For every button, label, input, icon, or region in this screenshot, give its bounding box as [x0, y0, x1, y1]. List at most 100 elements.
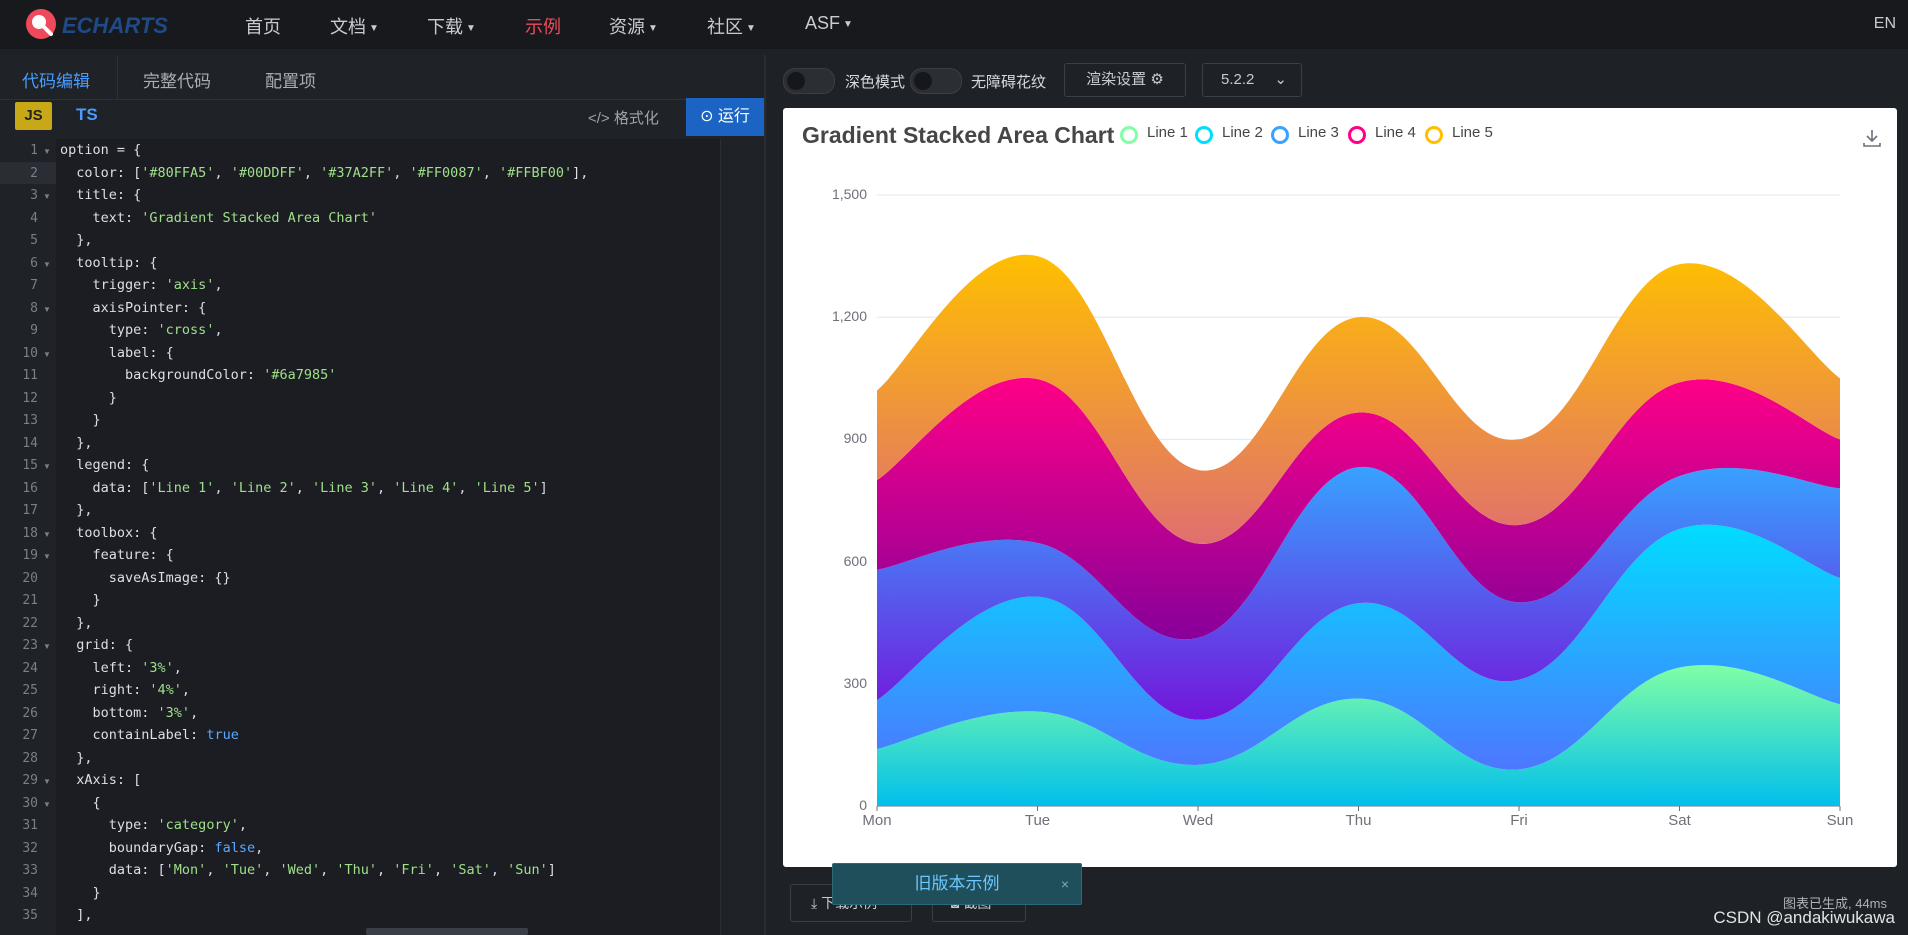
horizontal-scrollbar[interactable]	[366, 928, 528, 935]
code-line[interactable]: text: 'Gradient Stacked Area Chart'	[60, 209, 377, 226]
code-line[interactable]: feature: {	[60, 547, 174, 563]
code-line[interactable]: type: 'category',	[60, 817, 247, 833]
y-tick-label: 900	[843, 430, 867, 447]
nav-community[interactable]: 社区 ▼	[707, 17, 756, 37]
tab-code-edit[interactable]: 代码编辑	[22, 72, 90, 91]
code-line[interactable]: {	[60, 794, 101, 811]
line-number: 7	[30, 278, 38, 293]
fold-toggle-icon[interactable]: ▼	[43, 147, 51, 156]
lang-js-button[interactable]: JS	[15, 102, 52, 130]
line-number: 22	[22, 615, 38, 631]
code-line[interactable]: grid: {	[60, 637, 134, 653]
nav-download[interactable]: 下载 ▼	[427, 17, 476, 37]
caret-down-icon: ▼	[466, 23, 476, 34]
code-line[interactable]: axisPointer: {	[60, 299, 207, 316]
line-number: 3	[30, 188, 38, 203]
code-line[interactable]: containLabel: true	[60, 727, 239, 743]
line-number: 21	[22, 593, 38, 608]
code-line[interactable]: }	[60, 412, 101, 428]
line-number: 34	[22, 885, 38, 901]
code-area[interactable]: option = { color: ['#80FFA5', '#00DDFF',…	[56, 139, 720, 935]
editor-panel: 代码编辑 完整代码 配置项 JS TS </> 格式化 ⊙ 运行 1 ▼ 2 3 ▼ 4 5…	[0, 55, 764, 935]
area-series-4[interactable]	[877, 377, 1840, 640]
dark-mode-toggle[interactable]	[783, 68, 835, 94]
code-line[interactable]: right: '4%',	[60, 682, 191, 698]
code-line[interactable]: type: 'cross',	[60, 322, 223, 338]
code-line[interactable]: legend: {	[60, 457, 150, 473]
panel-resizer[interactable]	[764, 55, 766, 935]
fold-toggle-icon[interactable]: ▼	[43, 642, 51, 651]
code-line[interactable]: },	[60, 614, 93, 631]
fold-toggle-icon[interactable]: ▼	[43, 777, 51, 786]
close-icon[interactable]: ×	[1060, 876, 1069, 892]
tab-divider	[117, 55, 118, 99]
nav-home[interactable]: 首页	[245, 17, 281, 37]
tab-full-code[interactable]: 完整代码	[143, 72, 211, 91]
version-select[interactable]: 5.2.2 ⌄	[1202, 63, 1302, 97]
code-line[interactable]: ],	[60, 907, 93, 923]
legend-label: Line 4	[1375, 124, 1416, 141]
lang-ts-button[interactable]: TS	[76, 105, 98, 124]
line-number: 33	[22, 863, 38, 878]
tab-options[interactable]: 配置项	[265, 72, 316, 91]
code-line[interactable]: bottom: '3%',	[60, 704, 199, 721]
echarts-logo[interactable]: ECHARTS	[22, 6, 202, 42]
area-series-3[interactable]	[877, 466, 1840, 720]
code-line[interactable]: }	[60, 884, 101, 901]
code-line[interactable]: },	[60, 502, 93, 518]
code-line[interactable]: left: '3%',	[60, 659, 182, 676]
code-line[interactable]: }	[60, 389, 117, 406]
code-line[interactable]: color: ['#80FFA5', '#00DDFF', '#37A2FF',…	[60, 164, 589, 181]
line-number-gutter: 1 ▼ 2 3 ▼ 4 5 6 ▼ 7 8 ▼ 9 10 ▼ 11 12 13 14 15 ▼ 16 17 18 ▼ 19 ▼ 20 2…	[0, 139, 56, 935]
line-number: 4	[30, 210, 38, 226]
accessible-label: 无障碍花纹	[971, 74, 1047, 91]
code-line[interactable]: xAxis: [	[60, 772, 142, 788]
fold-toggle-icon[interactable]: ▼	[43, 529, 51, 539]
code-line[interactable]: }	[60, 592, 101, 608]
nav-resources[interactable]: 资源 ▼	[609, 17, 658, 37]
chart-canvas[interactable]	[783, 108, 1897, 867]
fold-toggle-icon[interactable]: ▼	[43, 349, 51, 359]
run-button[interactable]: ⊙ 运行	[686, 98, 764, 136]
code-line[interactable]: title: {	[60, 187, 142, 203]
line-number: 11	[22, 368, 38, 383]
fold-toggle-icon[interactable]: ▼	[43, 799, 51, 809]
code-line[interactable]: },	[60, 434, 93, 451]
y-tick-label: 1,500	[831, 186, 867, 202]
code-line[interactable]: },	[60, 232, 93, 248]
code-line[interactable]: data: ['Line 1', 'Line 2', 'Line 3', 'Li…	[60, 479, 548, 496]
nav-examples[interactable]: 示例	[525, 17, 561, 37]
nav-asf[interactable]: ASF ▼	[805, 13, 853, 33]
fold-toggle-icon[interactable]: ▼	[43, 192, 51, 201]
code-line[interactable]: trigger: 'axis',	[60, 277, 223, 293]
line-number: 35	[22, 908, 38, 923]
code-line[interactable]: backgroundColor: '#6a7985'	[60, 367, 337, 383]
code-line[interactable]: option = {	[60, 142, 142, 158]
code-line[interactable]: tooltip: {	[60, 254, 158, 271]
fold-toggle-icon[interactable]: ▼	[43, 462, 51, 471]
area-series-2[interactable]	[877, 524, 1840, 770]
code-line[interactable]: saveAsImage: {}	[60, 569, 231, 586]
code-line[interactable]: toolbox: {	[60, 524, 158, 541]
format-button[interactable]: </> 格式化	[588, 110, 659, 127]
line-number: 28	[22, 750, 38, 766]
play-icon: ⊙	[700, 108, 718, 125]
code-editor[interactable]: 1 ▼ 2 3 ▼ 4 5 6 ▼ 7 8 ▼ 9 10 ▼ 11 12 13 14 15 ▼ 16 17 18 ▼ 19 ▼ 20 2…	[0, 139, 764, 935]
y-tick-label: 300	[843, 674, 867, 691]
line-number: 5	[30, 233, 38, 248]
fold-toggle-icon[interactable]: ▼	[43, 304, 51, 314]
fold-toggle-icon[interactable]: ▼	[43, 259, 51, 269]
code-line[interactable]: boundaryGap: false,	[60, 839, 264, 856]
area-series-1[interactable]	[877, 665, 1840, 806]
language-switch[interactable]: EN	[1873, 15, 1896, 32]
code-line[interactable]: label: {	[60, 344, 174, 361]
code-line[interactable]: },	[60, 749, 93, 766]
download-icon[interactable]	[1860, 126, 1884, 150]
render-settings-button[interactable]: 渲染设置 ⚙	[1064, 63, 1186, 97]
area-series-5[interactable]	[877, 254, 1840, 544]
code-line[interactable]: data: ['Mon', 'Tue', 'Wed', 'Thu', 'Fri'…	[60, 862, 556, 878]
nav-docs[interactable]: 文档 ▼	[330, 17, 379, 37]
accessible-toggle[interactable]	[910, 68, 962, 94]
fold-toggle-icon[interactable]: ▼	[43, 552, 51, 561]
legacy-example-toast[interactable]: 旧版本示例 ×	[832, 863, 1082, 905]
